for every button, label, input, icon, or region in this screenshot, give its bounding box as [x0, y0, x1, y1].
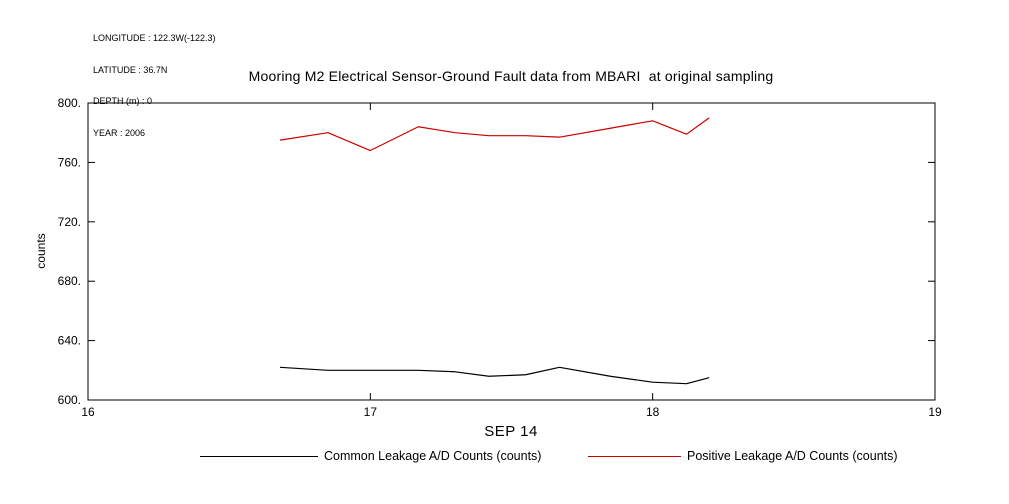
- y-tick-label: 600.: [58, 393, 81, 407]
- y-axis-label: counts: [34, 233, 48, 269]
- plot-frame: [87, 102, 936, 401]
- metadata-depth: DEPTH (m) : 0: [93, 96, 153, 106]
- common-leakage-line-swatch: [200, 455, 318, 457]
- x-tick-label: 18: [646, 405, 660, 419]
- chart-title: Mooring M2 Electrical Sensor-Ground Faul…: [248, 68, 774, 84]
- chart-legend: Common Leakage A/D Counts (counts) Posit…: [0, 447, 1009, 465]
- series-line-0: [279, 366, 710, 385]
- legend-item-common-leakage: Common Leakage A/D Counts (counts): [200, 447, 541, 465]
- legend-label-positive-leakage: Positive Leakage A/D Counts (counts): [687, 449, 898, 463]
- y-tick-label: 800.: [58, 96, 81, 110]
- x-tick-label: 16: [81, 405, 95, 419]
- station-metadata: LONGITUDE : 122.3W(-122.3) LATITUDE : 36…: [93, 12, 216, 149]
- legend-item-positive-leakage: Positive Leakage A/D Counts (counts): [588, 447, 898, 465]
- metadata-longitude: LONGITUDE : 122.3W(-122.3): [93, 33, 216, 43]
- x-tick-label: 17: [364, 405, 378, 419]
- series-line-1: [279, 117, 710, 152]
- y-tick-label: 720.: [58, 215, 81, 229]
- x-axis-label: SEP 14: [484, 423, 538, 440]
- positive-leakage-line-swatch: [588, 455, 681, 457]
- metadata-latitude: LATITUDE : 36.7N: [93, 64, 168, 75]
- y-tick-label: 640.: [58, 334, 81, 348]
- metadata-year: YEAR : 2006: [93, 127, 146, 138]
- y-tick-label: 680.: [58, 274, 81, 288]
- x-tick-label: 19: [928, 405, 942, 419]
- legend-label-common-leakage: Common Leakage A/D Counts (counts): [324, 449, 542, 463]
- y-tick-label: 760.: [58, 155, 81, 169]
